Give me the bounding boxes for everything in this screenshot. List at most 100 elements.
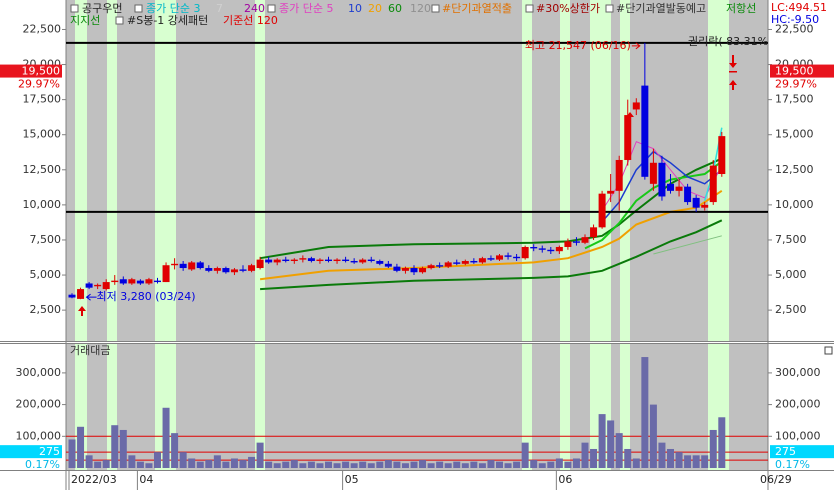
candle-body [521, 246, 529, 259]
panel-divider [0, 341, 834, 344]
volume-bar [547, 461, 555, 468]
candle-body [487, 258, 495, 260]
candle-body [102, 282, 110, 290]
volume-bar [342, 461, 350, 468]
candle-body [692, 197, 700, 208]
volume-bar [555, 458, 563, 468]
volume-bar [709, 429, 717, 468]
candle-body [709, 165, 717, 203]
candle-body [624, 115, 632, 160]
volume-bar [188, 458, 196, 468]
volume-bar [290, 460, 298, 468]
legend-item: #단기과열발동예고 [616, 2, 706, 15]
volume-bar [667, 448, 674, 468]
volume-bar [530, 460, 538, 468]
candle-body [359, 259, 367, 263]
signal-band [590, 0, 611, 470]
volume-bar [265, 461, 273, 468]
volume-bar [68, 439, 76, 468]
candle-body [547, 249, 555, 252]
legend-item: 저항선 [726, 2, 756, 15]
volume-bar [410, 461, 418, 468]
volume-bar [136, 461, 144, 468]
volume-bar [427, 463, 435, 468]
volume-bar [504, 463, 512, 468]
legend-item: 종가 단순 5 [279, 2, 333, 15]
y-tick-label: 100,000 [16, 429, 62, 442]
high-annotation: 최고 21,547 (06/16) [525, 39, 631, 52]
candle-body [641, 85, 649, 177]
y-tick-label: 200,000 [16, 398, 62, 411]
lc-value: LC:494.51 [771, 1, 827, 14]
candle-body [427, 265, 435, 269]
volume-bar [649, 404, 657, 468]
y-tick-label: 7,500 [775, 233, 807, 246]
candle-body [213, 268, 221, 271]
candle-body [538, 248, 546, 250]
volume-bar [299, 463, 307, 468]
candle-body [401, 268, 409, 271]
volume-bar [461, 463, 469, 468]
volume-bar [444, 463, 452, 468]
legend-item: 7 [216, 2, 223, 15]
y-tick-label: 2,500 [30, 303, 62, 316]
candle-body [419, 268, 427, 273]
price-tag-pct: 29.97% [18, 78, 60, 91]
x-tick-label: 05 [345, 473, 359, 486]
candle-body [478, 258, 486, 263]
legend-box[interactable] [605, 4, 614, 13]
signal-band [522, 0, 532, 470]
candle-body [256, 259, 264, 269]
volume-bar [538, 463, 546, 468]
volume-bar [513, 461, 521, 468]
candle-body [188, 262, 196, 270]
candle-body [333, 259, 341, 262]
legend-box[interactable] [70, 4, 79, 13]
volume-bar [487, 460, 495, 468]
legend-box[interactable] [525, 4, 534, 13]
legend-box[interactable] [267, 4, 276, 13]
candle-body [205, 268, 213, 271]
candle-body [453, 262, 461, 264]
ma-line [259, 189, 723, 281]
volume-bar [521, 442, 529, 468]
candle-body [145, 279, 153, 284]
price-tag-box [770, 64, 834, 78]
volume-bar [213, 455, 221, 468]
candle-body [307, 258, 315, 262]
candle-body [667, 183, 674, 191]
volume-bar [307, 461, 315, 468]
legend-box[interactable] [431, 4, 440, 13]
y-tick-label: 300,000 [16, 366, 62, 379]
volume-bar [496, 461, 503, 468]
volume-bar [350, 463, 358, 468]
volume-bar [273, 463, 281, 468]
candle-body [581, 237, 589, 243]
candle-body [248, 265, 256, 271]
y-tick-label: 2,500 [775, 303, 807, 316]
volume-bar [222, 461, 230, 468]
volume-bar [256, 442, 264, 468]
candle-body [273, 259, 281, 263]
candle-body [325, 259, 332, 262]
legend-box[interactable] [134, 4, 143, 13]
candle-body [376, 261, 384, 264]
x-tick-label: 04 [139, 473, 153, 486]
close-panel-button[interactable] [824, 346, 833, 355]
candle-body [607, 190, 615, 194]
volume-bar [684, 455, 692, 468]
candle-body [299, 258, 307, 260]
ma-line [653, 235, 722, 255]
legend-box[interactable] [115, 16, 124, 25]
legend-item: 기준선 120 [223, 14, 278, 27]
x-tick-label: 2022/03 [71, 473, 117, 486]
candle-body [111, 280, 119, 283]
candle-body [410, 268, 418, 273]
legend-item: #단기과열적출 [442, 2, 512, 15]
legend-item: 지지선 [70, 14, 100, 27]
volume-bar [128, 455, 136, 468]
volume-bar [77, 426, 85, 468]
price-tag-pct: 29.97% [775, 78, 817, 91]
x-tick-label: 06 [558, 473, 572, 486]
annotation-arrow [85, 293, 97, 301]
